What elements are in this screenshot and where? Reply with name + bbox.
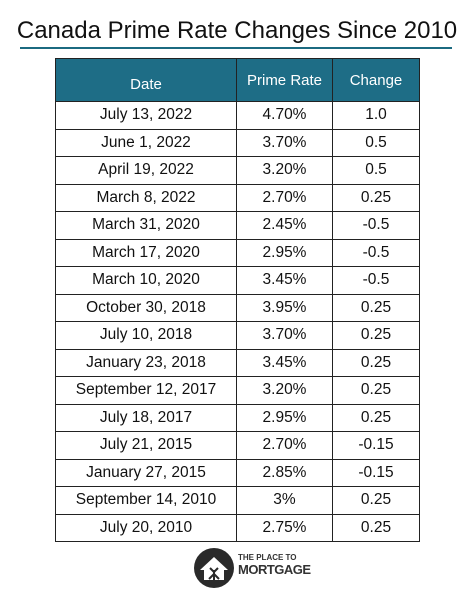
table-cell: 2.85% bbox=[236, 458, 333, 487]
table-cell: 0.25 bbox=[332, 376, 420, 405]
table-cell: 0.25 bbox=[332, 348, 420, 377]
table-row: March 10, 2020 3.45% -0.5 bbox=[55, 266, 420, 295]
table-row: January 27, 2015 2.85% -0.15 bbox=[55, 458, 420, 487]
table-cell: July 10, 2018 bbox=[55, 321, 237, 350]
table-row: March 31, 2020 2.45% -0.5 bbox=[55, 211, 420, 240]
table-cell: 0.25 bbox=[332, 486, 420, 515]
table-cell: 0.5 bbox=[332, 156, 420, 185]
table-cell: September 12, 2017 bbox=[55, 376, 237, 405]
table-cell: -0.5 bbox=[332, 266, 420, 295]
table-cell: 0.25 bbox=[332, 513, 420, 542]
table-cell: 0.25 bbox=[332, 321, 420, 350]
table-row: October 30, 2018 3.95% 0.25 bbox=[55, 293, 420, 322]
table-cell: 0.25 bbox=[332, 183, 420, 212]
table-cell: July 21, 2015 bbox=[55, 431, 237, 460]
column-header: Prime Rate bbox=[236, 58, 333, 102]
table-cell: 3.70% bbox=[236, 128, 333, 157]
table-cell: -0.15 bbox=[332, 458, 420, 487]
table-cell: 3.95% bbox=[236, 293, 333, 322]
table-cell: 3% bbox=[236, 486, 333, 515]
table-row: April 19, 2022 3.20% 0.5 bbox=[55, 156, 420, 185]
table-cell: 3.20% bbox=[236, 376, 333, 405]
table-cell: 3.20% bbox=[236, 156, 333, 185]
table-cell: 3.45% bbox=[236, 348, 333, 377]
table-cell: October 30, 2018 bbox=[55, 293, 237, 322]
table-row: March 17, 2020 2.95% -0.5 bbox=[55, 238, 420, 267]
table-cell: 3.70% bbox=[236, 321, 333, 350]
table-cell: July 18, 2017 bbox=[55, 403, 237, 432]
table-cell: 2.70% bbox=[236, 183, 333, 212]
header-row: Date Prime Rate Change bbox=[55, 58, 420, 102]
table-row: July 18, 2017 2.95% 0.25 bbox=[55, 403, 420, 432]
table-cell: 0.5 bbox=[332, 128, 420, 157]
table-cell: -0.5 bbox=[332, 238, 420, 267]
table-cell: March 17, 2020 bbox=[55, 238, 237, 267]
table-cell: September 14, 2010 bbox=[55, 486, 237, 515]
table-cell: January 27, 2015 bbox=[55, 458, 237, 487]
table-row: July 13, 2022 4.70% 1.0 bbox=[55, 101, 420, 130]
table-cell: June 1, 2022 bbox=[55, 128, 237, 157]
table-cell: July 20, 2010 bbox=[55, 513, 237, 542]
title: Canada Prime Rate Changes Since 2010 bbox=[16, 17, 458, 44]
table-cell: 2.45% bbox=[236, 211, 333, 240]
table-cell: March 31, 2020 bbox=[55, 211, 237, 240]
table-cell: -0.15 bbox=[332, 431, 420, 460]
title-rule bbox=[20, 47, 452, 49]
table-cell: 2.70% bbox=[236, 431, 333, 460]
logo-text: MORTGAGE bbox=[238, 562, 311, 577]
column-header: Date bbox=[55, 58, 237, 102]
table-row: January 23, 2018 3.45% 0.25 bbox=[55, 348, 420, 377]
table-row: July 20, 2010 2.75% 0.25 bbox=[55, 513, 420, 542]
column-header: Change bbox=[332, 58, 420, 102]
table-cell: March 10, 2020 bbox=[55, 266, 237, 295]
table-cell: January 23, 2018 bbox=[55, 348, 237, 377]
logo-icon bbox=[194, 548, 234, 588]
table-cell: 1.0 bbox=[332, 101, 420, 130]
table-row: September 14, 2010 3% 0.25 bbox=[55, 486, 420, 515]
table-cell: 2.95% bbox=[236, 238, 333, 267]
table-cell: March 8, 2022 bbox=[55, 183, 237, 212]
table-row: June 1, 2022 3.70% 0.5 bbox=[55, 128, 420, 157]
table-cell: -0.5 bbox=[332, 211, 420, 240]
rate-table: Date Prime Rate Change July 13, 2022 4.70% 1… bbox=[55, 58, 420, 542]
table-cell: 2.95% bbox=[236, 403, 333, 432]
table-row: September 12, 2017 3.20% 0.25 bbox=[55, 376, 420, 405]
table-row: July 21, 2015 2.70% -0.15 bbox=[55, 431, 420, 460]
table-cell: 0.25 bbox=[332, 403, 420, 432]
table-cell: 4.70% bbox=[236, 101, 333, 130]
table-cell: 2.75% bbox=[236, 513, 333, 542]
table-cell: 0.25 bbox=[332, 293, 420, 322]
table-row: March 8, 2022 2.70% 0.25 bbox=[55, 183, 420, 212]
table-cell: 3.45% bbox=[236, 266, 333, 295]
logo-text: THE PLACE TO bbox=[238, 553, 297, 562]
table-body: July 13, 2022 4.70% 1.0 June 1, 2022 3.70% 0.… bbox=[55, 101, 420, 542]
table-row: July 10, 2018 3.70% 0.25 bbox=[55, 321, 420, 350]
table-cell: April 19, 2022 bbox=[55, 156, 237, 185]
table-cell: July 13, 2022 bbox=[55, 101, 237, 130]
